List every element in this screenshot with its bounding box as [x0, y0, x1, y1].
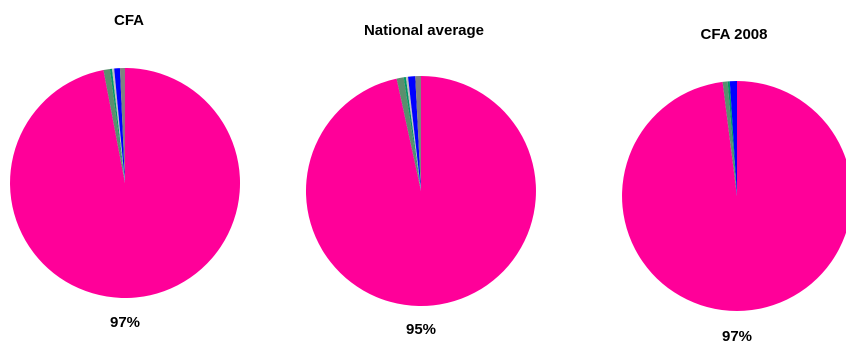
- pie-national-average-slice-1: [396, 77, 421, 191]
- pie-national-average-slice-5: [415, 76, 421, 191]
- pie-cfa-slice-5: [119, 68, 125, 183]
- pie-national-average-slice-4: [408, 76, 421, 191]
- pie-national-average: [305, 76, 536, 306]
- pie-label-national-average: 95%: [405, 321, 437, 338]
- pie-title-cfa-2008: CFA 2008: [700, 26, 768, 43]
- pie-national-average-slice-0: [305, 76, 536, 306]
- pie-national-average-slice-3: [405, 76, 421, 191]
- pie-label-cfa-2008: 97%: [721, 328, 753, 345]
- pie-cfa-slice-4: [114, 68, 125, 183]
- pie-title-national-average: National average: [363, 22, 485, 39]
- pie-cfa-2008-slice-3: [729, 81, 737, 196]
- pie-title-cfa: CFA: [114, 12, 144, 29]
- pie-cfa: [10, 68, 241, 298]
- pie-cfa-2008-slice-1: [722, 81, 737, 196]
- pie-cfa-slice-0: [10, 68, 241, 298]
- pie-cfa-slice-2: [109, 68, 125, 183]
- pie-label-cfa: 97%: [109, 314, 141, 331]
- pie-cfa-slice-3: [112, 68, 125, 183]
- pie-national-average-slice-2: [403, 77, 421, 191]
- pie-cfa-slice-1: [103, 69, 125, 183]
- pie-cfa-2008-slice-0: [622, 81, 846, 311]
- pie-cfa-2008-slice-2: [727, 81, 737, 196]
- pie-cfa-2008: [622, 81, 846, 311]
